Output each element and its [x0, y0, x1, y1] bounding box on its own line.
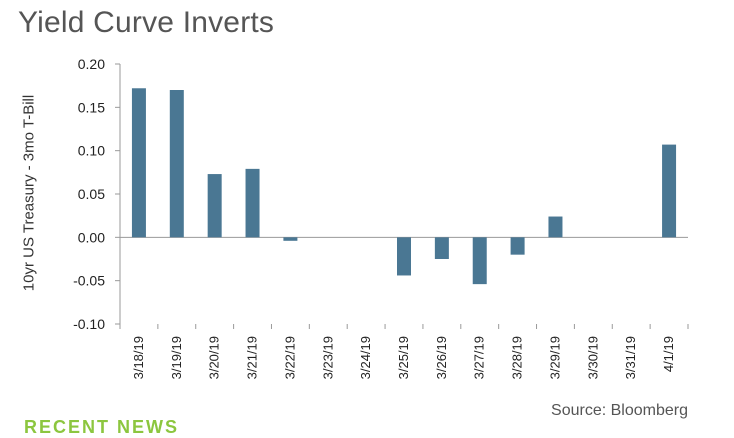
- x-tick-label: 3/31/19: [623, 336, 638, 379]
- x-tick-label: 3/23/19: [320, 336, 335, 379]
- bar: [510, 237, 525, 255]
- x-tick-label: 3/25/19: [396, 336, 411, 379]
- x-tick-label: 3/27/19: [472, 336, 487, 379]
- bar: [131, 88, 146, 238]
- bar: [434, 237, 449, 259]
- x-tick-label: 3/24/19: [358, 336, 373, 379]
- chart-title: Yield Curve Inverts: [18, 6, 275, 39]
- y-tick-label: 0.00: [78, 229, 105, 245]
- x-tick-label: 3/20/19: [207, 336, 222, 379]
- bar: [472, 237, 487, 285]
- recent-news-heading: RECENT NEWS: [24, 417, 180, 437]
- y-tick-label: -0.05: [73, 273, 105, 289]
- x-tick-label: 3/28/19: [510, 336, 525, 379]
- bar: [283, 237, 298, 241]
- bar: [245, 168, 260, 238]
- bar: [207, 174, 222, 238]
- y-tick-label: 0.05: [78, 186, 105, 202]
- y-tick-label: -0.10: [73, 316, 105, 332]
- bar: [548, 216, 563, 238]
- x-tick-label: 3/18/19: [131, 336, 146, 379]
- bar: [397, 237, 411, 276]
- x-tick-label: 3/21/19: [245, 336, 260, 379]
- x-tick-label: 3/29/19: [547, 336, 562, 379]
- y-tick-label: 0.15: [78, 99, 105, 115]
- x-tick-label: 3/22/19: [282, 336, 297, 379]
- bar: [662, 144, 677, 238]
- x-tick-label: 3/30/19: [585, 336, 600, 379]
- bar: [169, 90, 184, 238]
- x-tick-label: 3/19/19: [169, 336, 184, 379]
- bar-chart: 0.20 0.15 0.10 0.05 0.00 -0.05 -0.10 3/18/19 3/1…: [73, 56, 689, 379]
- x-tick-label: 3/26/19: [434, 336, 449, 379]
- y-tick-label: 0.10: [78, 143, 105, 159]
- source-note: Source: Bloomberg: [551, 402, 688, 419]
- x-tick-label: 4/1/19: [661, 336, 676, 372]
- y-tick-label: 0.20: [78, 56, 105, 72]
